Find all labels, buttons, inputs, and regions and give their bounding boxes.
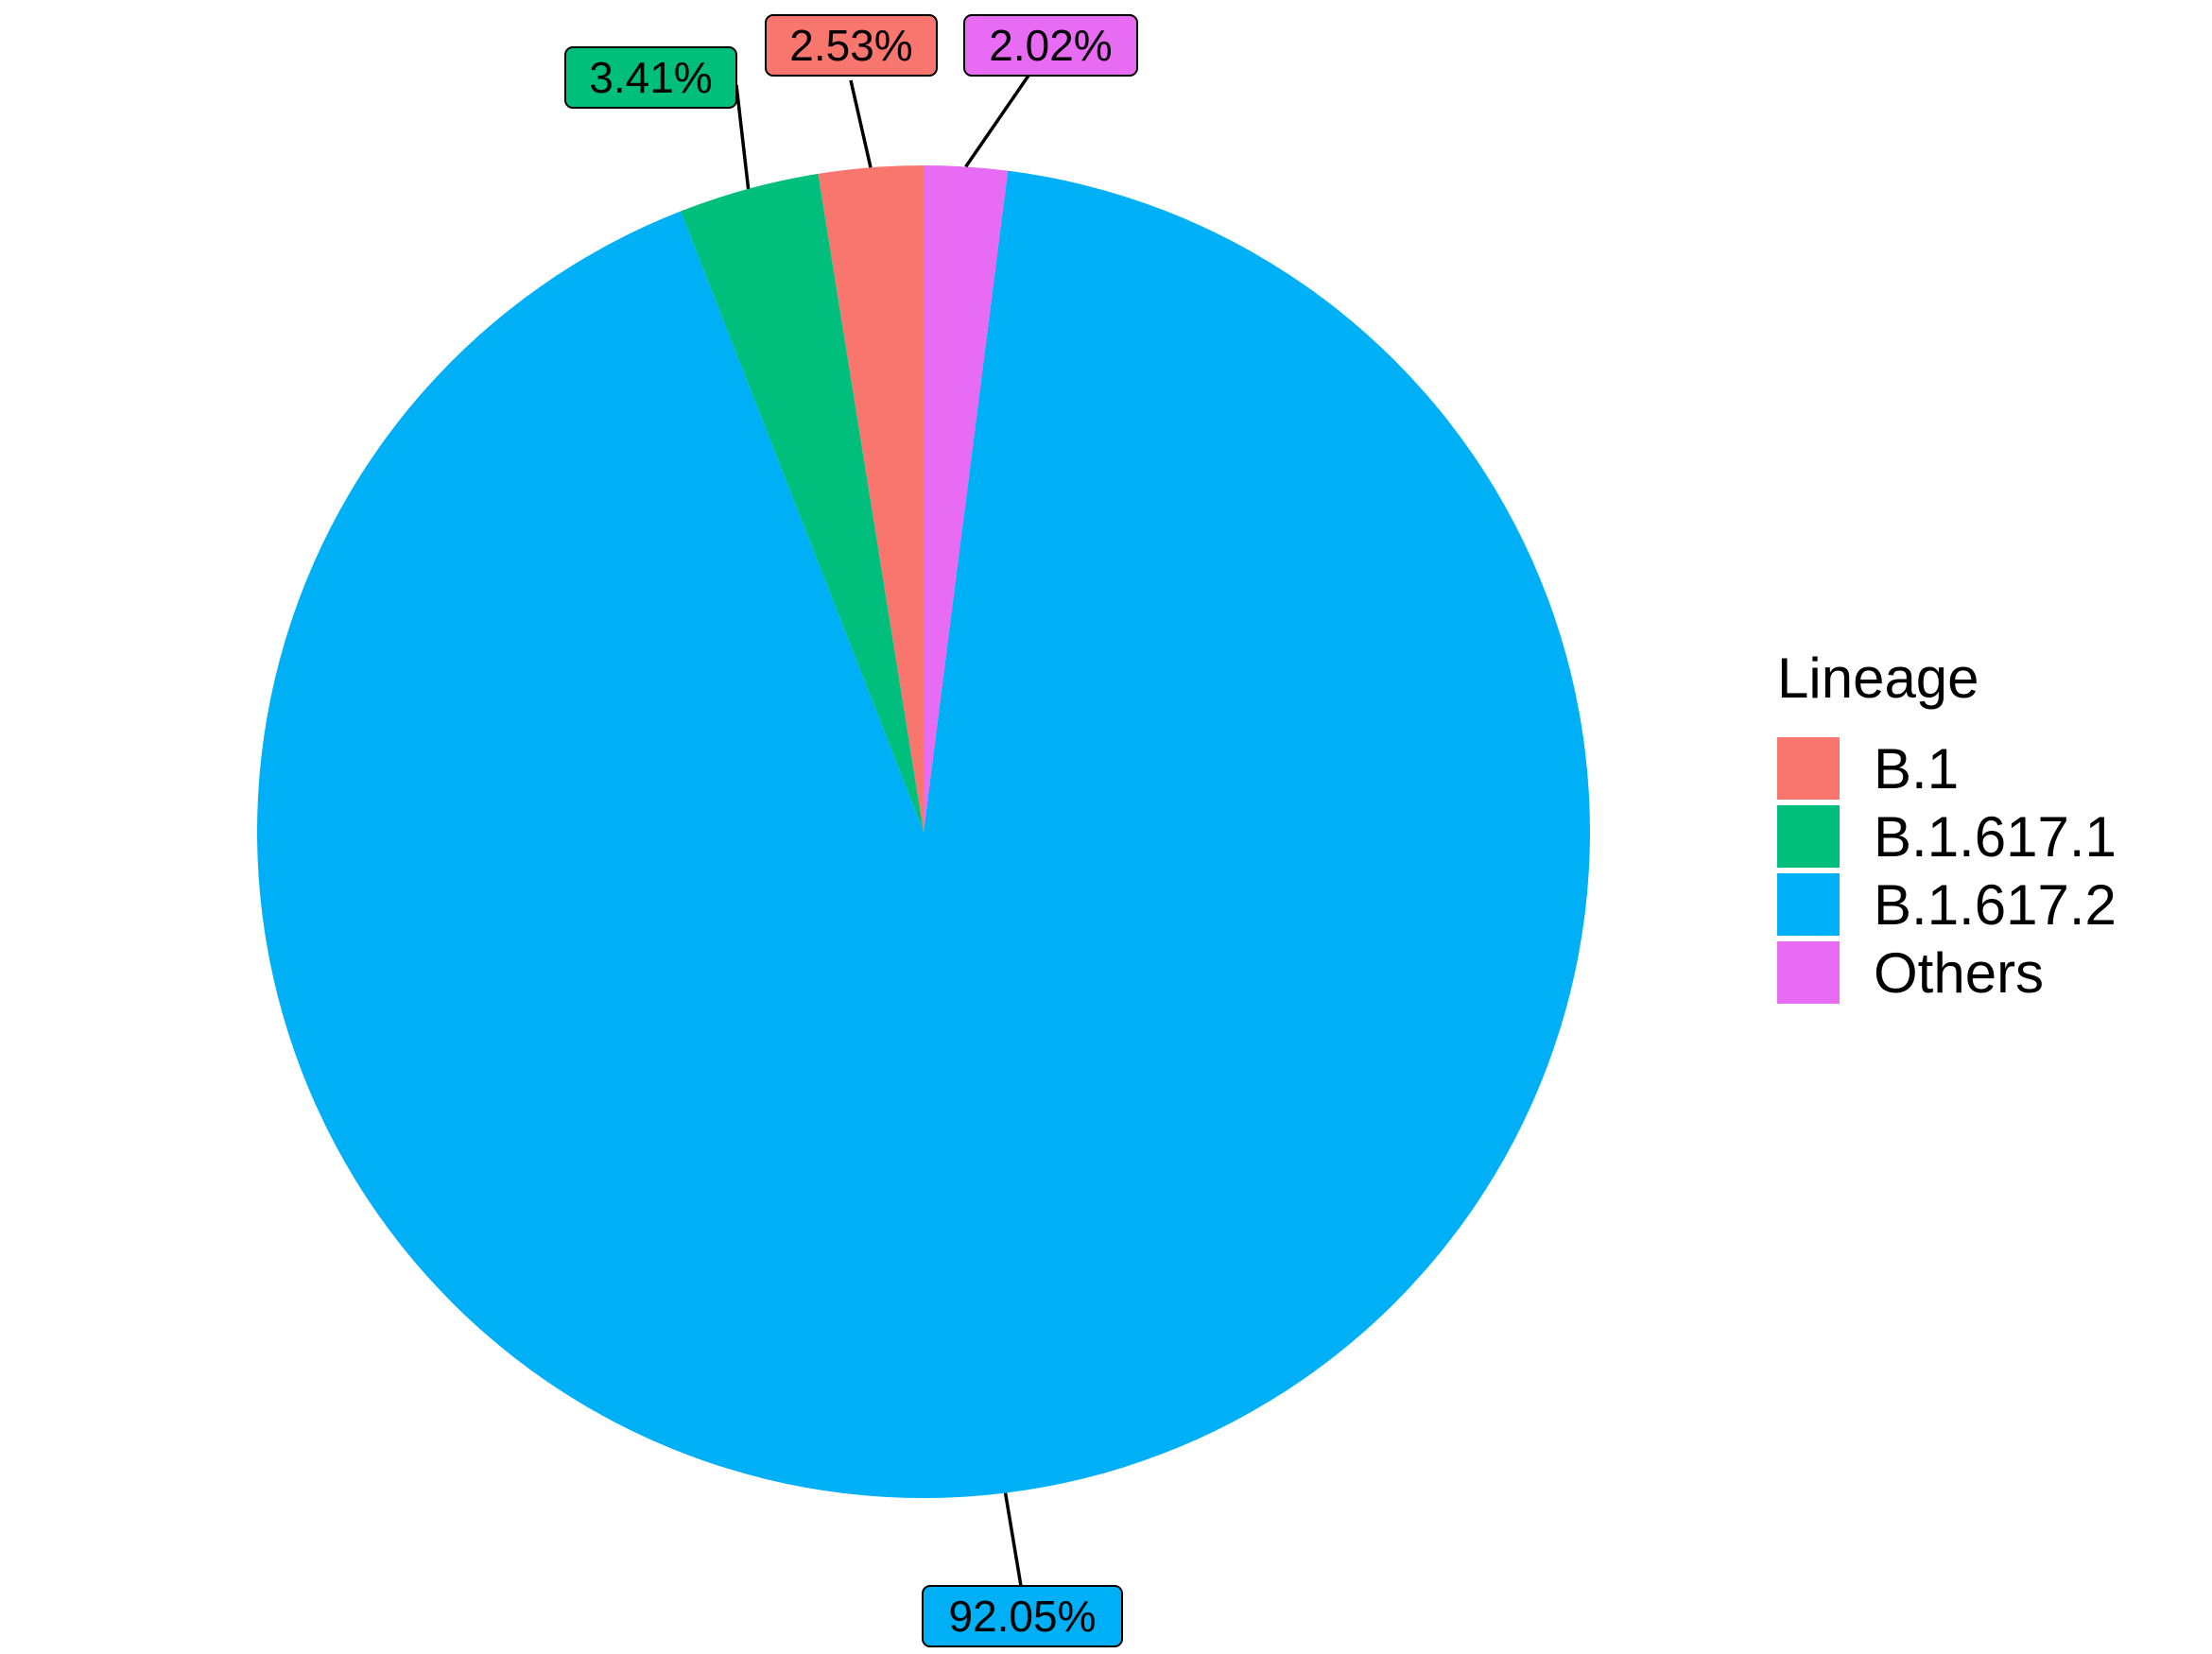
slice-label-b-1-617-1: 3.41%	[564, 46, 737, 109]
slice-label-box	[765, 14, 938, 77]
pie-slice-b-1-617-1	[680, 173, 924, 832]
leader-line-b-1	[849, 79, 873, 168]
slice-label-b-1: 2.53%	[765, 14, 938, 77]
slice-label-box	[564, 46, 737, 109]
pie-slice-b-1-617-2	[256, 170, 1590, 1498]
pie-slice-others	[924, 165, 1009, 832]
pie-slice-b-1	[818, 165, 924, 832]
slice-labels: 2.53% 3.41% 92.05% 2.02%	[564, 14, 1138, 1647]
legend-item-b-1: B.1	[1777, 737, 1959, 801]
legend-label: B.1.617.2	[1874, 873, 2117, 937]
legend-swatch	[1777, 737, 1840, 800]
legend-title: Lineage	[1777, 646, 1979, 710]
slice-label-text: 3.41%	[589, 53, 712, 102]
legend-swatch	[1777, 873, 1840, 936]
leader-line-b-1-617-2	[1003, 1492, 1023, 1587]
legend-swatch	[1777, 941, 1840, 1004]
slice-label-box	[963, 14, 1138, 77]
slice-label-others: 2.02%	[963, 14, 1138, 77]
pie-slices	[256, 165, 1590, 1498]
legend-swatch	[1777, 805, 1840, 868]
slice-label-text: 2.53%	[789, 21, 912, 70]
legend-label: Others	[1874, 941, 2044, 1005]
leader-line-b-1-617-1	[734, 84, 751, 190]
slice-label-text: 2.02%	[989, 21, 1112, 70]
slice-label-box	[922, 1585, 1123, 1647]
legend-label: B.1.617.1	[1874, 805, 2117, 869]
legend-item-b-1-617-2: B.1.617.2	[1777, 873, 2117, 937]
legend-item-b-1-617-1: B.1.617.1	[1777, 805, 2117, 869]
slice-label-text: 92.05%	[948, 1592, 1096, 1641]
legend-label: B.1	[1874, 737, 1959, 801]
label-leader-lines	[734, 75, 1030, 1587]
leader-line-others	[964, 75, 1030, 168]
legend-item-others: Others	[1777, 941, 2044, 1005]
slice-label-b-1-617-2: 92.05%	[922, 1585, 1123, 1647]
